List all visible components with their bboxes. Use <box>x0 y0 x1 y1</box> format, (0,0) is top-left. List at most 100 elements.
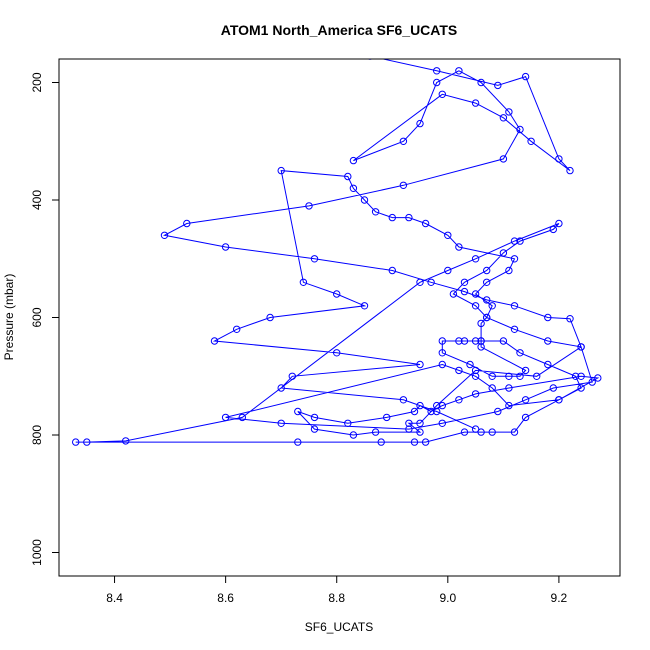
data-point <box>160 231 169 240</box>
data-point <box>367 59 373 60</box>
series-line <box>75 59 600 443</box>
data-point <box>72 438 80 446</box>
data-point <box>288 372 296 380</box>
data-point <box>460 428 469 436</box>
data-point <box>555 396 563 404</box>
data-point <box>444 266 452 275</box>
data-point <box>455 337 463 345</box>
data-point <box>360 196 369 204</box>
data-point <box>499 337 508 345</box>
x-tick-label: 8.4 <box>106 591 123 605</box>
data-point <box>416 119 424 128</box>
data-point <box>549 384 557 392</box>
data-point <box>555 155 563 163</box>
y-tick-label: 200 <box>30 72 44 92</box>
data-point <box>516 237 524 245</box>
data-point <box>310 255 319 263</box>
data-point <box>421 219 430 228</box>
data-point <box>433 67 441 75</box>
data-point <box>438 90 446 99</box>
data-point <box>122 437 130 445</box>
data-point <box>183 219 191 228</box>
x-axis-label: SF6_UCATS <box>305 620 373 634</box>
data-point <box>349 156 358 165</box>
data-point <box>533 372 541 380</box>
series-points <box>72 59 602 446</box>
data-point <box>360 302 369 310</box>
data-point <box>349 431 358 439</box>
data-point <box>483 266 491 275</box>
data-point <box>544 360 552 369</box>
data-point <box>277 166 285 175</box>
data-point <box>488 302 496 310</box>
data-point <box>333 349 341 357</box>
data-point <box>405 425 413 433</box>
data-point <box>83 438 91 446</box>
data-point <box>505 401 513 410</box>
data-point <box>471 372 480 380</box>
data-point <box>505 384 513 392</box>
data-point <box>416 428 424 436</box>
data-point <box>405 419 413 427</box>
data-point <box>549 225 557 234</box>
data-point <box>471 302 480 310</box>
data-point <box>477 343 485 351</box>
data-point <box>294 407 302 416</box>
data-point <box>527 137 535 146</box>
data-point <box>221 243 230 251</box>
data-point <box>410 407 419 416</box>
data-point <box>471 255 480 263</box>
y-axis-label: Pressure (mbar) <box>2 274 16 361</box>
data-point <box>427 407 435 416</box>
data-point <box>460 287 469 296</box>
x-tick-label: 9.2 <box>551 591 568 605</box>
data-point <box>410 438 419 446</box>
data-point <box>455 366 463 375</box>
data-point <box>399 137 408 146</box>
data-point <box>299 278 308 286</box>
data-point <box>460 278 469 286</box>
data-point <box>516 125 524 134</box>
data-point <box>566 166 574 175</box>
data-point <box>238 413 247 422</box>
data-point <box>416 419 424 427</box>
data-point <box>555 219 563 228</box>
data-point <box>460 337 469 345</box>
data-point <box>510 325 519 333</box>
data-point <box>577 384 585 392</box>
data-point <box>455 243 463 251</box>
data-point <box>488 428 496 436</box>
data-point <box>377 438 385 446</box>
data-point <box>277 384 285 392</box>
data-point <box>494 407 502 416</box>
data-point <box>449 290 458 298</box>
data-point <box>305 202 313 210</box>
data-point <box>571 372 580 380</box>
chart-title: ATOM1 North_America SF6_UCATS <box>221 22 458 38</box>
data-point <box>499 155 508 163</box>
data-point <box>505 372 513 380</box>
data-point <box>233 325 241 333</box>
data-point <box>516 372 524 380</box>
data-point <box>544 313 552 322</box>
data-point <box>499 114 508 122</box>
data-point <box>466 360 474 369</box>
data-point <box>577 343 585 351</box>
data-point <box>483 296 491 304</box>
x-tick-label: 8.6 <box>217 591 234 605</box>
data-point <box>477 78 485 87</box>
y-tick-label: 800 <box>30 425 44 445</box>
data-point <box>210 337 219 345</box>
data-point <box>405 213 413 222</box>
data-point <box>483 278 491 286</box>
data-point <box>416 401 424 410</box>
series-lines <box>75 59 600 443</box>
data-point <box>333 290 341 298</box>
data-point <box>399 181 408 190</box>
data-point <box>416 360 424 369</box>
data-point <box>471 337 480 345</box>
data-point <box>371 428 380 436</box>
data-point <box>521 366 530 375</box>
data-point <box>505 108 513 116</box>
